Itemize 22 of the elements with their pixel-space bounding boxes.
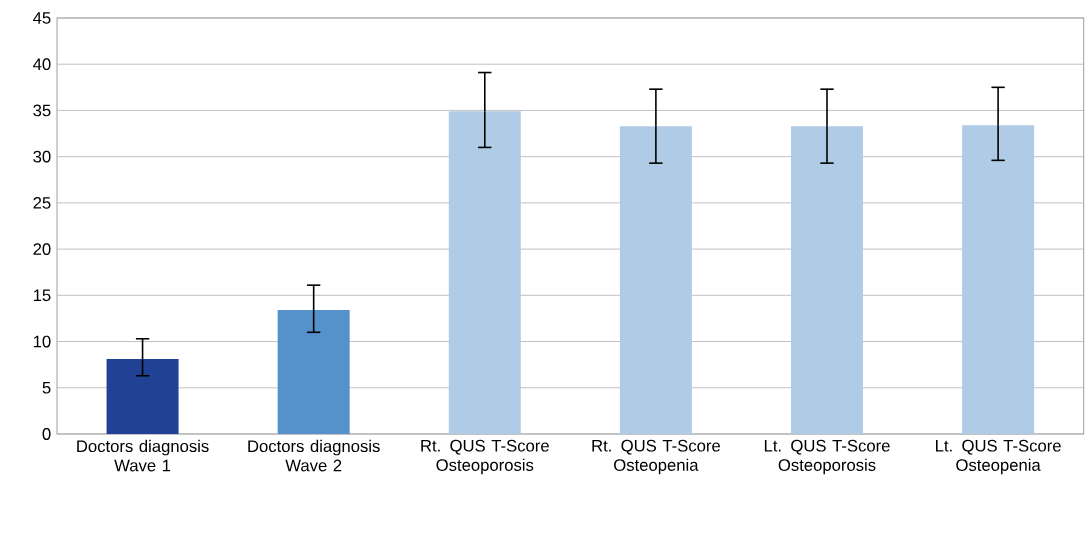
- bar: [962, 125, 1035, 434]
- y-tick-label: 15: [33, 289, 51, 302]
- y-tick-label: 30: [33, 150, 51, 163]
- y-tick-label: 0: [42, 428, 51, 440]
- x-tick-label: Doctors diagnosis Wave 2: [248, 439, 380, 472]
- y-tick-label: 10: [33, 335, 51, 348]
- x-tick-label: Rt. QUS T-Score Osteopenia: [592, 439, 720, 475]
- y-tick-label: 5: [42, 381, 51, 394]
- bar: [619, 126, 692, 434]
- x-tick-label: Rt. QUS T-Score Osteoporosis: [421, 439, 549, 475]
- bar: [448, 111, 521, 434]
- bar: [277, 310, 350, 434]
- x-tick-label: Doctors diagnosis Wave 1: [77, 439, 209, 472]
- x-tick-label: Lt. QUS T-Score Osteopenia: [936, 439, 1061, 475]
- y-tick-label: 20: [33, 243, 51, 256]
- y-tick-label: 45: [33, 12, 51, 24]
- bar: [790, 126, 863, 434]
- y-tick-label: 25: [33, 196, 51, 209]
- y-tick-label: 35: [33, 104, 51, 117]
- y-tick-label: 40: [33, 58, 51, 71]
- x-tick-label: Lt. QUS T-Score Osteoporosis: [764, 439, 890, 475]
- bar: [106, 359, 179, 434]
